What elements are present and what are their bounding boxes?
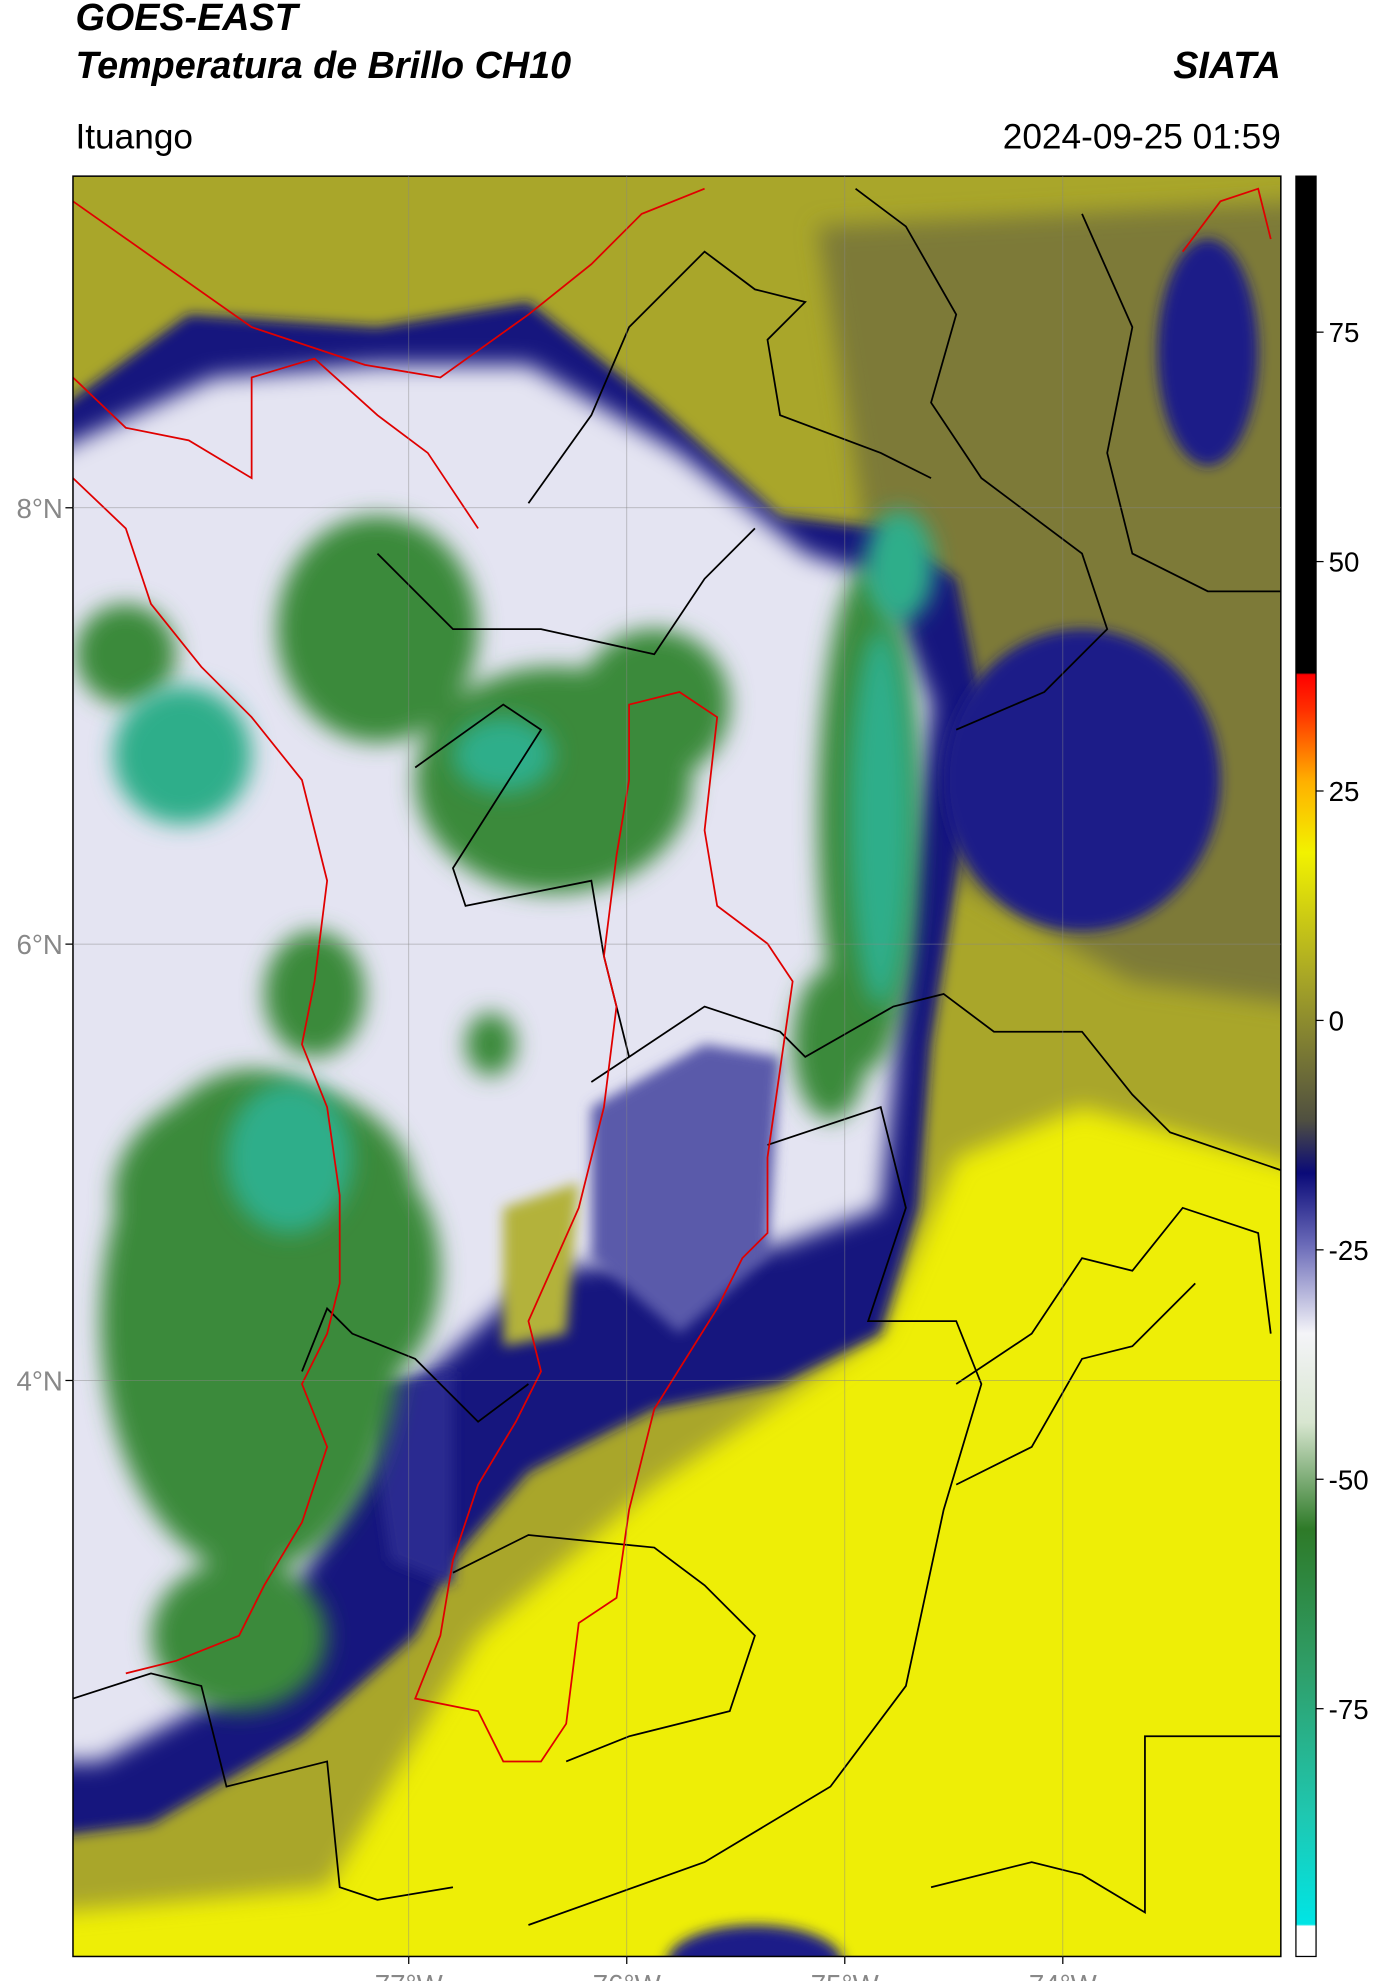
map-frame (72, 175, 1282, 1958)
location: Ituango (75, 117, 193, 156)
x-tick-label: 75°W (811, 1969, 880, 1981)
map-image (72, 176, 1281, 1957)
x-tick-label: 77°W (375, 1969, 444, 1981)
y-tick-label: 6°N (16, 929, 62, 960)
colorbar-tick-label: -50 (1329, 1464, 1369, 1495)
x-tick-label: 76°W (593, 1969, 662, 1981)
y-tick-label: 4°N (16, 1366, 62, 1397)
colorbar-tick-label: 75 (1329, 317, 1360, 348)
source: SIATA (1173, 44, 1281, 86)
colorbar-tick-label: -25 (1329, 1235, 1369, 1266)
y-tick-label: 8°N (16, 493, 62, 524)
colorbar-tick-label: 0 (1329, 1005, 1344, 1036)
datetime: 2024-09-25 01:59 (1003, 117, 1281, 156)
colorbar-tick-label: 50 (1329, 547, 1360, 578)
title: GOES-EAST (75, 0, 300, 38)
x-tick-label: 74°W (1029, 1969, 1098, 1981)
subtitle: Temperatura de Brillo CH10 (75, 44, 571, 86)
colorbar-tick-label: 25 (1329, 776, 1360, 807)
colorbar (1295, 175, 1317, 1958)
colorbar-tick-label: -75 (1329, 1694, 1369, 1725)
